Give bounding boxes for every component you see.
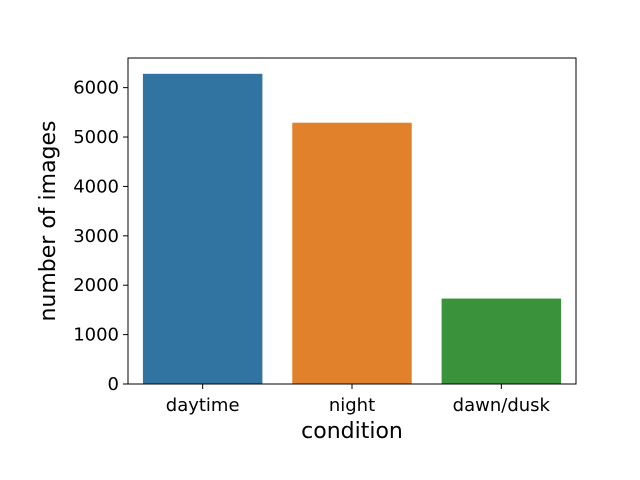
- y-tick-label: 0: [108, 374, 119, 395]
- x-axis: daytime night dawn/dusk: [166, 384, 551, 416]
- bar-dawn-dusk: [441, 298, 562, 384]
- x-tick-label: daytime: [166, 395, 240, 416]
- bar-daytime: [142, 73, 263, 384]
- y-tick-label: 2000: [73, 275, 119, 296]
- y-axis: 0 1000 2000 3000 4000 5000 6000: [73, 78, 128, 395]
- x-axis-label: condition: [301, 419, 403, 444]
- y-tick-label: 5000: [73, 127, 119, 148]
- x-tick-label: dawn/dusk: [453, 395, 551, 416]
- y-tick-label: 1000: [73, 325, 119, 346]
- y-tick-label: 6000: [73, 78, 119, 99]
- y-tick-label: 4000: [73, 176, 119, 197]
- x-tick-label: night: [329, 395, 375, 416]
- y-tick-label: 3000: [73, 226, 119, 247]
- bar-night: [292, 122, 412, 385]
- bars-group: [142, 73, 562, 385]
- y-axis-label: number of images: [36, 120, 61, 321]
